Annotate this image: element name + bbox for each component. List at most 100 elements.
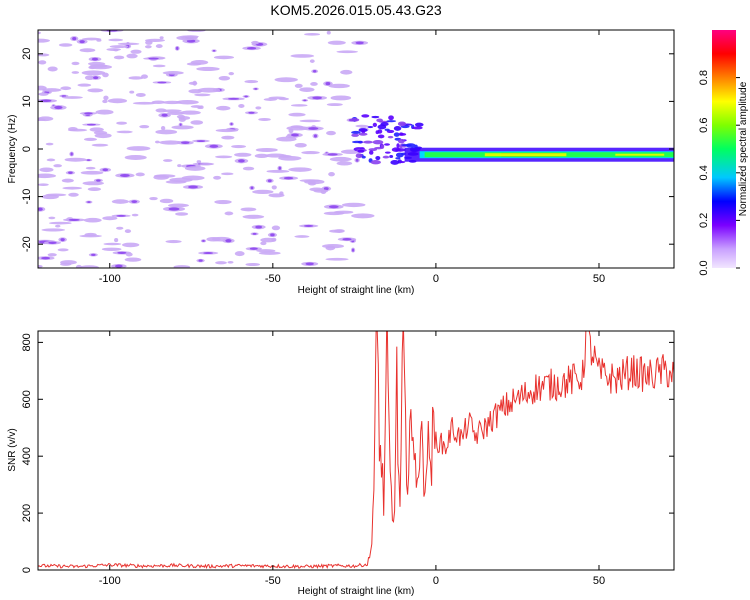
y-tick-label: 600	[21, 390, 33, 408]
onset-blob	[357, 149, 365, 153]
onset-blob	[399, 146, 403, 149]
noise-blob	[55, 224, 61, 228]
noise-blob	[260, 241, 267, 246]
noise-blob	[279, 191, 284, 196]
noise-blob-core	[202, 239, 205, 242]
colorbar-tick-label: 0.6	[698, 118, 710, 133]
noise-blob	[81, 70, 106, 76]
x-tick-label: 50	[593, 575, 605, 587]
ridge-yellow-band-right	[615, 153, 665, 156]
noise-blob-core	[72, 36, 77, 41]
onset-blob	[396, 143, 400, 149]
noise-blob	[145, 40, 153, 45]
noise-blob	[329, 229, 343, 233]
noise-blob	[38, 85, 47, 91]
noise-blob	[79, 265, 100, 268]
noise-blob-core	[230, 122, 233, 126]
snr-panel: -100 -50 0 50 0 200 400 600 800 Height of strai…	[7, 330, 675, 597]
noise-blob-core	[181, 141, 190, 144]
noise-blob-core	[323, 187, 329, 191]
noise-blob	[271, 185, 277, 190]
noise-blob	[61, 178, 74, 183]
noise-blob-core	[342, 238, 352, 241]
onset-blob	[389, 155, 394, 158]
noise-blob	[91, 143, 109, 147]
noise-blob-core	[225, 239, 232, 243]
onset-blob	[387, 135, 394, 139]
noise-blob	[258, 117, 271, 121]
noise-blob	[177, 164, 182, 168]
noise-blob-core	[312, 96, 323, 100]
noise-blob-core	[355, 158, 359, 162]
y-tick-label: 0	[21, 567, 33, 573]
noise-blob	[294, 235, 310, 238]
onset-blob	[351, 130, 361, 135]
noise-blob-core	[48, 241, 57, 244]
noise-blob-core	[255, 225, 263, 229]
noise-blob	[227, 261, 234, 264]
noise-blob	[326, 130, 336, 136]
noise-blob-core	[238, 159, 245, 163]
noise-blob	[240, 207, 257, 212]
noise-blob	[290, 104, 308, 107]
x-tick-label: -50	[265, 273, 281, 285]
noise-blob	[199, 162, 214, 166]
noise-blob	[152, 64, 166, 68]
noise-blob	[38, 183, 49, 186]
noise-blob-core	[249, 247, 258, 250]
noise-blob	[184, 166, 206, 171]
onset-blob	[358, 132, 368, 136]
noise-blob	[103, 95, 109, 101]
noise-blob	[194, 93, 211, 97]
onset-blob	[361, 114, 370, 118]
noise-blob	[162, 159, 173, 162]
noise-blob	[75, 264, 82, 268]
noise-blob	[355, 124, 369, 128]
snr-frame	[37, 330, 675, 571]
noise-blob-core	[307, 127, 319, 130]
noise-blob-core	[54, 105, 63, 110]
y-tick-label: -10	[21, 189, 33, 205]
noise-blob	[80, 170, 104, 175]
noise-blob	[71, 71, 80, 74]
noise-blob	[323, 211, 345, 216]
noise-blob	[62, 186, 83, 190]
noise-blob	[126, 53, 138, 59]
noise-blob-core	[254, 87, 258, 90]
noise-blob	[325, 257, 349, 261]
noise-blob-core	[157, 81, 167, 84]
noise-blob	[244, 80, 259, 84]
colorbar-tick-label: 0.0	[698, 260, 710, 275]
onset-blob	[349, 118, 360, 122]
noise-blob	[206, 237, 221, 242]
noise-blob	[196, 66, 220, 71]
noise-blob-core	[87, 201, 91, 204]
noise-blob-core	[327, 153, 338, 156]
noise-blob	[153, 174, 170, 180]
noise-blob	[304, 179, 325, 185]
noise-blob	[264, 153, 287, 158]
ridge-yellow-band-left	[484, 153, 567, 157]
noise-blob	[326, 103, 343, 107]
noise-blob	[38, 264, 43, 268]
snr-x-label: Height of straight line (km)	[298, 586, 415, 597]
onset-blob	[351, 133, 359, 137]
noise-blob-core	[305, 262, 314, 266]
noise-blob-core	[161, 113, 168, 117]
onset-blob	[375, 155, 381, 161]
noise-blob	[162, 71, 184, 75]
y-tick-label: 0	[21, 146, 33, 152]
noise-blob	[129, 90, 135, 94]
noise-blob-core	[303, 224, 314, 227]
colorbar-ticks: 0.0 0.2 0.4 0.6 0.8	[698, 70, 740, 276]
onset-blob	[352, 140, 363, 144]
noise-blob	[83, 137, 97, 141]
noise-blob	[47, 66, 58, 72]
noise-blob	[79, 48, 96, 53]
noise-blob-core	[176, 46, 179, 50]
onset-blob	[386, 120, 397, 123]
noise-blob	[242, 166, 255, 171]
noise-blob-core	[61, 95, 67, 97]
